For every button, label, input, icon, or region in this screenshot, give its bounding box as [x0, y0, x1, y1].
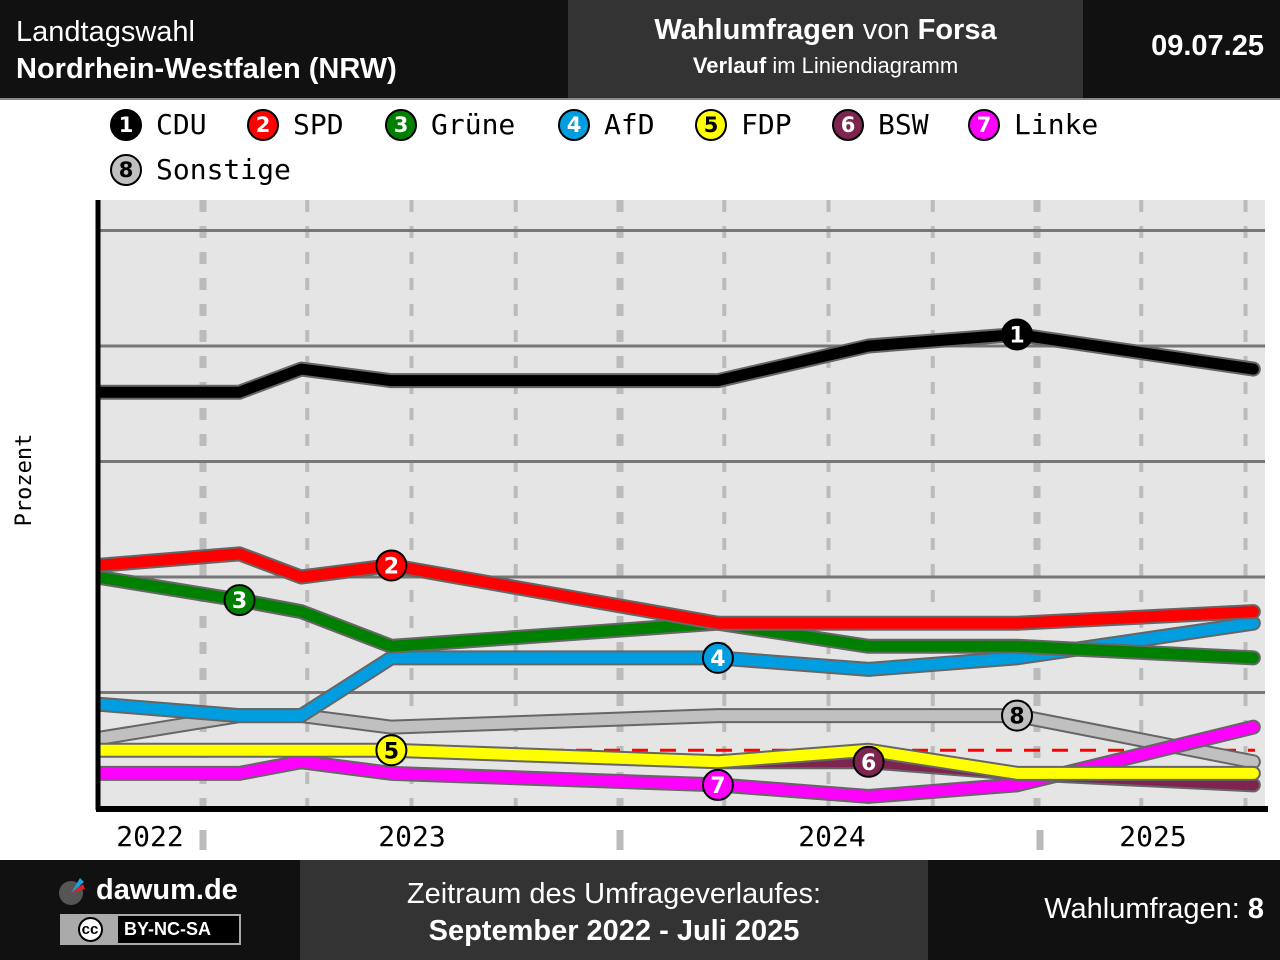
series-marker-label: 7 [710, 774, 725, 799]
legend-item-afd: 4 AfD [558, 108, 655, 141]
legend-item-bsw: 6 BSW [832, 108, 929, 141]
footer-period: Zeitraum des Umfrageverlaufes: September… [300, 860, 928, 960]
legend-badge: 2 [247, 108, 279, 141]
series-line-afd [91, 617, 1259, 722]
series-marker-sonstige [1001, 699, 1034, 732]
brand-link[interactable]: dawum.de [96, 874, 238, 906]
legend-label: Grüne [431, 108, 516, 141]
line-chart: 102030405012345678Prozent202220232024202… [0, 200, 1268, 853]
series-marker-grüne [223, 584, 256, 617]
series-line-spd [91, 548, 1259, 629]
header-date: 09.07.25 [1083, 0, 1280, 98]
series-marker-label: 6 [861, 751, 876, 776]
series-marker-label: 1 [1009, 323, 1024, 348]
period-label: Zeitraum des Umfrageverlaufes: [406, 878, 822, 910]
legend-label: BSW [878, 108, 929, 141]
subtitle-part: im Liniendiagramm [766, 53, 959, 78]
subtitle-part: Verlauf [692, 53, 767, 78]
legend-item-sonstige: 8 Sonstige [110, 153, 291, 186]
poll-count-label: Wahlumfragen: [1044, 893, 1248, 925]
poll-count: 8 [1247, 893, 1264, 925]
series-marker-bsw [852, 745, 885, 778]
legend-label: FDP [741, 108, 792, 141]
legend-item-spd: 2 SPD [247, 108, 344, 141]
series-marker-label: 5 [384, 739, 399, 764]
series-line-cdu [91, 328, 1259, 398]
legend-item-grüne: 3 Grüne [385, 108, 515, 141]
legend-label: AfD [604, 108, 655, 141]
title-institute: Forsa [917, 14, 997, 46]
legend-item-linke: 7 Linke [968, 108, 1098, 141]
election-region: Nordrhein-Westfalen (NRW) [16, 53, 397, 85]
series-marker-label: 8 [1009, 705, 1024, 730]
series-marker-afd [701, 641, 734, 674]
plot-background [100, 200, 1265, 808]
x-tick-label: 2025 [1119, 820, 1186, 853]
period-value: September 2022 - Juli 2025 [428, 915, 800, 947]
dawum-logo-icon [59, 877, 85, 905]
legend-badge: 5 [695, 108, 727, 141]
footer-brand: dawum.de cc BY-NC-SA [0, 860, 300, 960]
legend-item-fdp: 5 FDP [695, 108, 792, 141]
plot-left-mask [0, 200, 100, 812]
x-tick-label: 2022 [116, 820, 183, 853]
election-type: Landtagswahl [16, 16, 195, 48]
series-line-fdp [91, 744, 1259, 779]
x-tick-label: 2023 [378, 820, 445, 853]
legend-badge: 1 [110, 108, 142, 141]
title-part: Wahlumfragen [654, 14, 855, 46]
header-election: Landtagswahl Nordrhein-Westfalen (NRW) [0, 0, 568, 98]
cc-icon: cc [77, 917, 103, 942]
legend-label: Sonstige [156, 153, 291, 186]
series-line-linke [91, 721, 1259, 802]
y-axis-label: Prozent [12, 434, 37, 527]
legend-badge: 3 [385, 108, 417, 141]
legend-badge: 8 [110, 153, 142, 186]
series-marker-cdu [1001, 318, 1034, 351]
series-marker-label: 2 [384, 554, 399, 579]
title-part: von [854, 14, 918, 46]
series-marker-fdp [375, 734, 408, 767]
series-marker-linke [701, 768, 734, 801]
header-title: Wahlumfragen von Forsa Verlauf im Linien… [568, 0, 1083, 98]
legend-label: Linke [1014, 108, 1099, 141]
series-marker-label: 3 [232, 589, 247, 614]
legend-item-cdu: 1 CDU [110, 108, 207, 141]
legend-badge: 6 [832, 108, 864, 141]
series-marker-spd [375, 549, 408, 582]
license-badge[interactable]: cc BY-NC-SA [60, 914, 241, 945]
footer-count: Wahlumfragen: 8 [928, 860, 1280, 960]
license-text: BY-NC-SA [124, 919, 212, 939]
legend-badge: 7 [968, 108, 1000, 141]
legend-label: SPD [293, 108, 344, 141]
legend-badge: 4 [558, 108, 590, 141]
legend-label: CDU [156, 108, 207, 141]
series-marker-label: 4 [710, 647, 725, 672]
x-tick-label: 2024 [798, 820, 865, 853]
header-divider [0, 98, 1280, 100]
